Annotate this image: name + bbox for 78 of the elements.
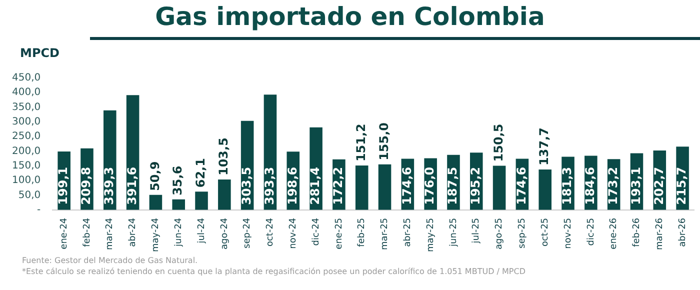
chart-title: Gas importado en Colombia	[154, 2, 546, 31]
data-label: 199,1	[56, 166, 70, 205]
y-tick-label: 50,0	[18, 190, 41, 201]
x-tick-label: mar-24	[105, 218, 116, 250]
data-label: 173,2	[606, 166, 620, 205]
y-tick-label: 400,0	[12, 87, 41, 98]
text: *Este cálculo se realizó teniendo en cuenta que la planta de regasificación posee un poder calorífico de 1.051 MBTUD / MPCD	[22, 266, 526, 277]
data-label: 50,9	[148, 161, 162, 191]
x-tick-label: dic-24	[311, 218, 322, 246]
data-label: 195,2	[468, 166, 483, 205]
y-tick-label: 450,0	[12, 72, 41, 84]
y-tick-label: 300,0	[12, 116, 41, 128]
data-label: 281,4	[308, 166, 322, 205]
y-axis-title: MPCD	[20, 46, 60, 60]
y-tick-label: 150,0	[12, 160, 41, 172]
data-label: 172,2	[331, 166, 346, 205]
data-label: 193,1	[628, 166, 643, 205]
data-label: 184,6	[583, 166, 598, 205]
x-tick-label: dic-25	[586, 218, 596, 246]
x-tick-label: nov-24	[288, 218, 298, 249]
x-tick-label: ene-25	[334, 218, 344, 250]
data-label: 176,0	[422, 166, 437, 205]
data-label: 215,7	[674, 166, 689, 205]
bar	[195, 192, 208, 210]
x-tick-label: may-25	[426, 218, 436, 252]
source-note: Fuente: Gestor del Mercado de Gas Natural.	[22, 255, 199, 266]
x-tick-label: mar-26	[654, 218, 665, 250]
x-tick-label: may-24	[151, 218, 162, 252]
bar	[492, 166, 506, 210]
y-tick-label: 350,0	[12, 102, 41, 113]
x-tick-label: oct-25	[540, 218, 550, 247]
x-tick-label: feb-25	[357, 218, 368, 247]
x-tick-label: abr-24	[128, 218, 138, 247]
x-tick-label: jun-25	[448, 218, 459, 248]
bar	[355, 166, 368, 210]
bar	[172, 199, 186, 210]
x-tick-label: sep-25	[518, 218, 528, 248]
y-tick-label: 250,0	[12, 131, 41, 142]
data-label: 151,2	[354, 124, 368, 162]
x-tick-label: ago-25	[494, 218, 505, 250]
data-label: 209,8	[79, 166, 94, 205]
x-tick-label: feb-24	[82, 218, 92, 247]
data-label: 174,6	[400, 166, 414, 205]
bar	[378, 164, 392, 210]
data-label: 198,6	[285, 166, 300, 205]
x-tick-label: ago-24	[220, 218, 230, 250]
data-label: 393,3	[262, 166, 276, 205]
x-tick-label: jun-24	[174, 218, 184, 248]
data-label: 35,6	[170, 166, 185, 196]
bar	[218, 180, 231, 210]
y-tick-label: -	[37, 204, 42, 216]
x-tick-label: abr-26	[678, 218, 688, 247]
x-tick-label: sep-24	[242, 218, 253, 248]
x-tick-label: mar-25	[380, 218, 390, 250]
data-label: 62,1	[194, 158, 208, 188]
x-tick-label: nov-25	[563, 218, 574, 249]
data-label: 174,6	[514, 166, 528, 205]
data-label: 202,7	[652, 166, 666, 205]
x-tick-label: ene-26	[609, 218, 620, 250]
x-tick-label: feb-26	[632, 218, 642, 247]
data-label: 137,7	[537, 128, 552, 166]
data-label: 103,5	[216, 138, 231, 176]
y-tick-label: 100,0	[12, 175, 41, 186]
bar	[538, 170, 552, 210]
x-tick-label: jul-25	[472, 218, 482, 244]
x-tick-label: jul-24	[196, 218, 207, 244]
data-label: 187,5	[446, 166, 460, 205]
data-label: 303,5	[239, 166, 254, 205]
bar	[149, 194, 162, 210]
data-label: 339,3	[102, 166, 116, 205]
x-tick-label: abr-25	[403, 218, 414, 247]
x-tick-label: oct-24	[266, 218, 276, 247]
y-tick-label: 200,0	[12, 146, 41, 157]
data-label: 155,0	[376, 122, 391, 160]
data-label: 181,3	[560, 166, 574, 205]
x-tick-label: ene-24	[59, 218, 70, 250]
data-label: 391,6	[124, 166, 139, 205]
data-label: 150,5	[491, 124, 506, 162]
